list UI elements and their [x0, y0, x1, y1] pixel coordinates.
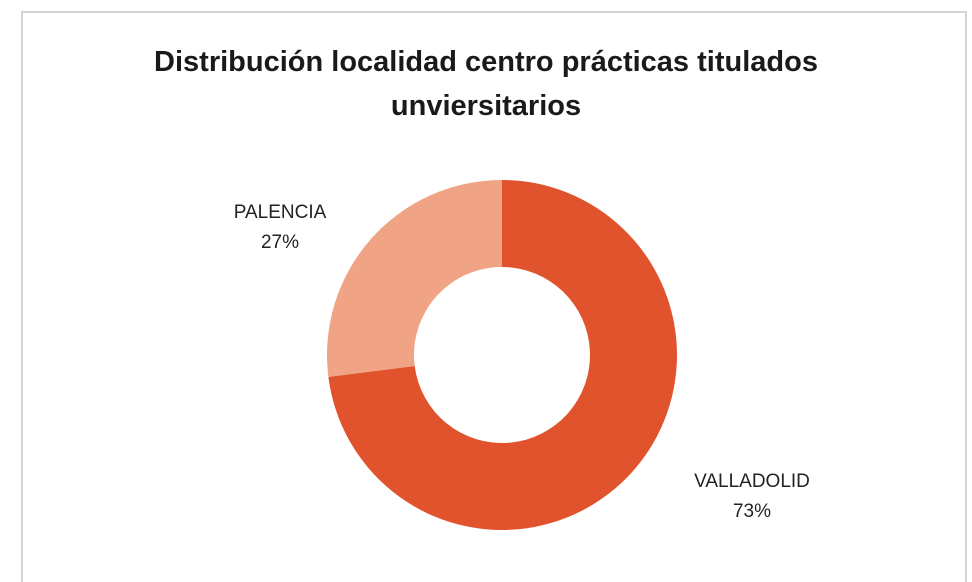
slice-value-label: 73% — [733, 501, 771, 522]
slice-value-label: 27% — [261, 232, 299, 253]
chart-title: Distribución localidad centro prácticas … — [154, 46, 818, 122]
slice-category-label: VALLADOLID — [694, 471, 810, 492]
donut-slice — [328, 180, 677, 530]
donut-slice — [326, 180, 502, 377]
slice-category-label: PALENCIA — [234, 202, 327, 223]
